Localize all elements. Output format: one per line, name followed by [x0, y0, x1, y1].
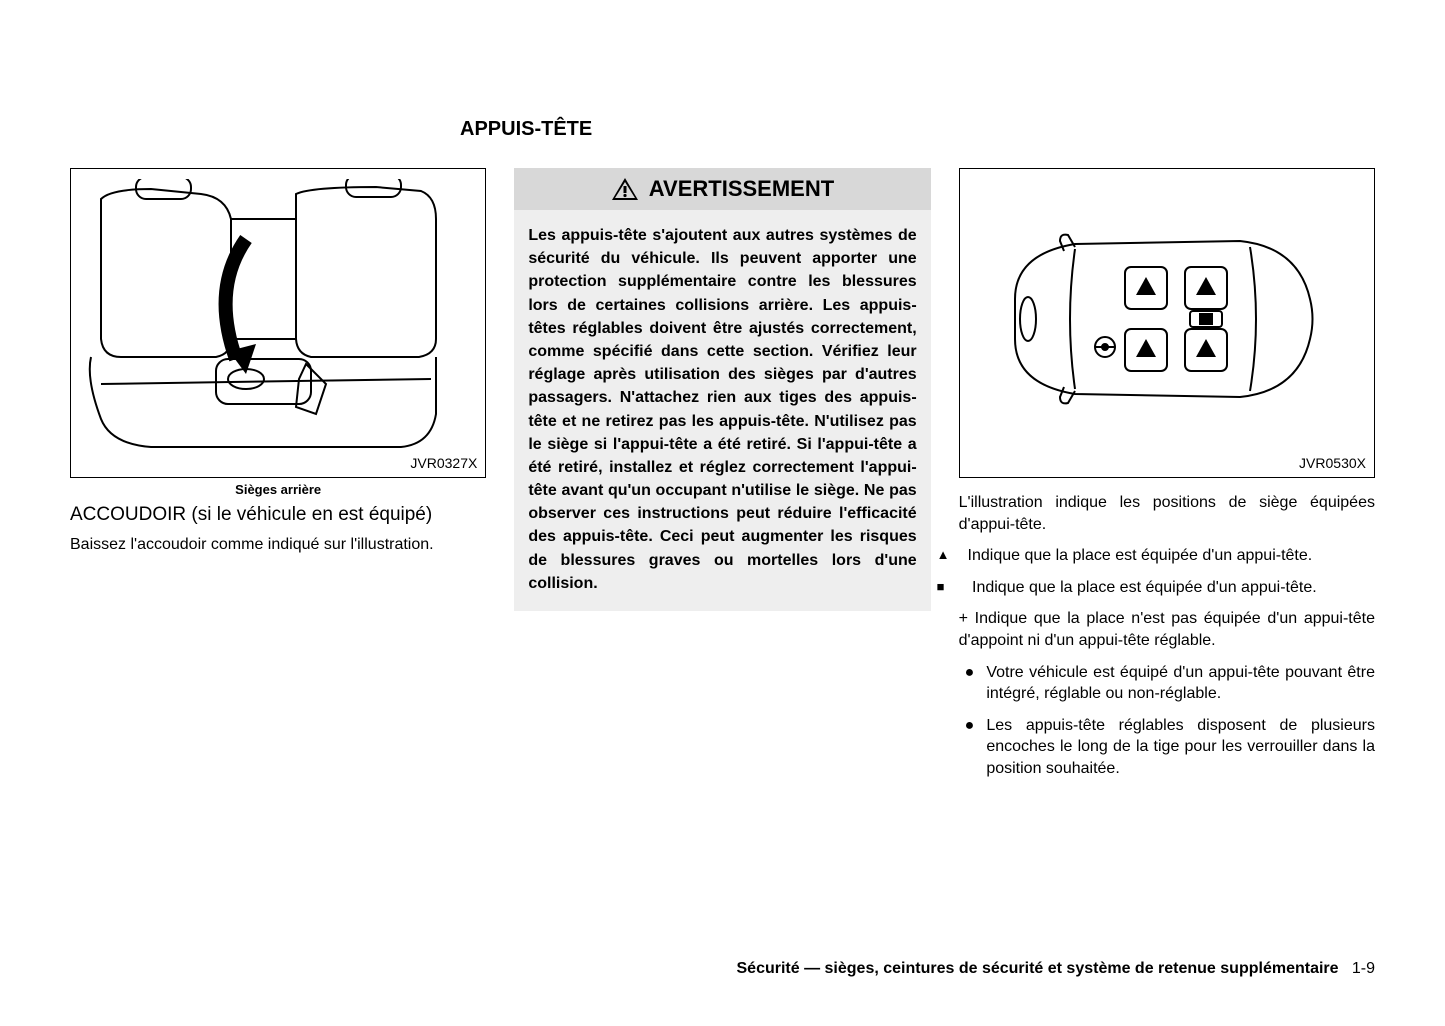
page-footer: Sécurité — sièges, ceintures de sécurité… [737, 960, 1376, 978]
armrest-illustration [81, 179, 441, 459]
figure-caption: Sièges arrière [70, 482, 486, 497]
car-topview-illustration [980, 199, 1330, 439]
bullet-icon: ● [959, 662, 975, 705]
page-title: APPUIS-TÊTE [460, 118, 592, 141]
footer-page-number: 1-9 [1352, 960, 1375, 977]
list-item: ● Les appuis-tête réglables disposent de… [959, 715, 1375, 780]
body-text-accoudoir: Baissez l'accoudoir comme indiqué sur l'… [70, 535, 486, 556]
content-columns: JVR0327X Sièges arrière ACCOUDOIR (si le… [70, 168, 1375, 780]
column-right: JVR0530X L'illustration indique les posi… [959, 168, 1375, 780]
bullet-icon: ● [959, 715, 975, 780]
figure-code: JVR0327X [410, 455, 477, 471]
legend-square-text: Indique que la place est équipée d'un ap… [972, 579, 1317, 596]
figure-code-2: JVR0530X [1299, 455, 1366, 471]
bullet-text-1: Les appuis-tête réglables disposent de p… [986, 715, 1375, 780]
figure-car-top: JVR0530X [959, 168, 1375, 478]
warning-header: AVERTISSEMENT [514, 168, 930, 210]
bullet-list: ● Votre véhicule est équipé d'un appui-t… [959, 662, 1375, 780]
legend-triangle-text: Indique que la place est équipée d'un ap… [968, 547, 1313, 564]
column-left: JVR0327X Sièges arrière ACCOUDOIR (si le… [70, 168, 486, 780]
intro-text: L'illustration indique les positions de … [959, 492, 1375, 535]
warning-body: Les appuis-tête s'ajoutent aux autres sy… [514, 210, 930, 611]
legend-square: ■ Indique que la place est équipée d'un … [959, 577, 1375, 599]
legend-plus: + Indique que la place n'est pas équipée… [959, 608, 1375, 651]
column-center: AVERTISSEMENT Les appuis-tête s'ajoutent… [514, 168, 930, 780]
warning-triangle-icon [611, 177, 639, 201]
footer-section: Sécurité — sièges, ceintures de sécurité… [737, 960, 1339, 977]
list-item: ● Votre véhicule est équipé d'un appui-t… [959, 662, 1375, 705]
subheading-accoudoir: ACCOUDOIR (si le véhicule en est équipé) [70, 503, 486, 527]
figure-armrest: JVR0327X [70, 168, 486, 478]
legend-triangle: ▲ Indique que la place est équipée d'un … [959, 545, 1375, 567]
warning-title: AVERTISSEMENT [649, 176, 834, 202]
bullet-text-0: Votre véhicule est équipé d'un appui-têt… [986, 662, 1375, 705]
